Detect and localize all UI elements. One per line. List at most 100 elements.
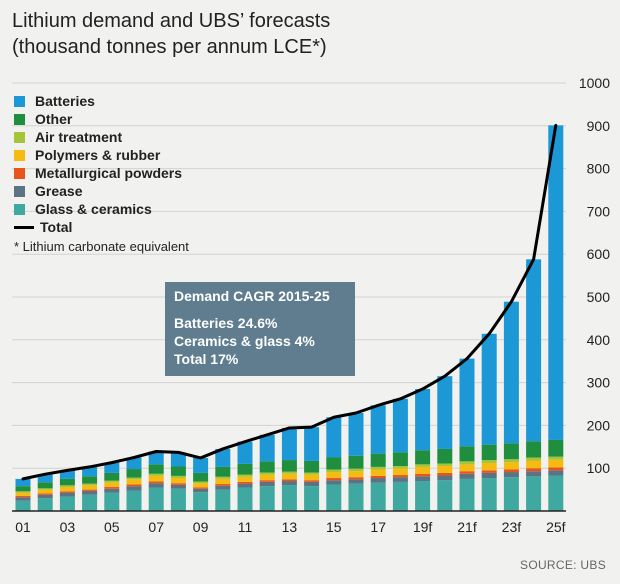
legend-label-metallurgical-powders: Metallurgical powders: [35, 165, 183, 181]
bar-segment: [148, 473, 164, 476]
bar-segment: [170, 488, 186, 511]
bar-segment: [503, 472, 519, 478]
legend-swatch-grease: [14, 185, 25, 197]
bar-segment: [348, 455, 364, 469]
bar-segment: [37, 488, 53, 490]
bar-segment: [415, 476, 431, 482]
bar-segment: [193, 472, 209, 482]
bar-segment: [215, 478, 231, 485]
legend-item-polymers-rubber: Polymers & rubber: [14, 146, 189, 164]
bar-segment: [459, 473, 475, 479]
bar-segment: [503, 443, 519, 460]
bar-segment: [281, 473, 297, 480]
bar-segment: [526, 476, 542, 511]
x-tick-label: 09: [193, 519, 209, 535]
bar-segment: [82, 494, 98, 511]
bar-segment: [215, 466, 231, 477]
bar-segment: [281, 479, 297, 482]
legend-item-grease: Grease: [14, 182, 189, 200]
chart-title: Lithium demand and UBS’ forecasts: [12, 10, 331, 32]
bar-segment: [37, 494, 53, 499]
bar-segment: [392, 466, 408, 469]
bar-segment: [392, 452, 408, 467]
bar-segment: [304, 480, 320, 482]
x-tick-label: 15: [326, 519, 342, 535]
legend-label-polymers-rubber: Polymers & rubber: [35, 147, 161, 163]
bar-segment: [15, 478, 31, 487]
bar-segment: [503, 462, 519, 470]
bar-segment: [281, 485, 297, 511]
bar-segment: [304, 460, 320, 473]
legend-swatch-batteries: [14, 95, 25, 107]
bar-segment: [259, 461, 275, 473]
bar-segment: [170, 483, 186, 485]
bar-segment: [481, 333, 497, 445]
bar-segment: [481, 460, 497, 464]
legend-line-total: [14, 225, 34, 229]
bar-segment: [59, 491, 75, 493]
bar-segment: [326, 484, 342, 511]
bar-segment: [526, 457, 542, 461]
bar-segment: [459, 464, 475, 472]
legend-item-air-treatment: Air treatment: [14, 128, 189, 146]
x-tick-label: 21f: [457, 519, 477, 535]
bar-segment: [370, 475, 386, 479]
bar-segment: [370, 482, 386, 511]
bar-segment: [59, 492, 75, 497]
bar-segment: [481, 470, 497, 473]
bar-segment: [503, 469, 519, 473]
bar-segment: [104, 472, 120, 481]
bar-segment: [281, 471, 297, 474]
bar-segment: [326, 469, 342, 473]
bar-segment: [459, 478, 475, 511]
bar-segment: [193, 488, 209, 493]
x-tick-label: 03: [60, 519, 76, 535]
bar-segment: [548, 467, 564, 471]
footnote: * Lithium carbonate equivalent: [14, 239, 189, 254]
chart-title-block: Lithium demand and UBS’ forecasts (thous…: [12, 8, 612, 60]
bar-segment: [437, 448, 453, 464]
bar-segment: [126, 477, 142, 480]
bar-segment: [170, 484, 186, 489]
legend-item-total: Total: [14, 218, 189, 236]
bar-segment: [415, 450, 431, 465]
bar-segment: [259, 474, 275, 481]
bar-segment: [104, 482, 120, 488]
bar-segment: [548, 439, 564, 457]
bar-segment: [437, 466, 453, 473]
legend-swatch-other: [14, 113, 25, 125]
bar-segment: [437, 376, 453, 449]
bar-segment: [104, 487, 120, 489]
bar-segment: [193, 483, 209, 488]
bar-segment: [15, 496, 31, 498]
bar-segment: [148, 483, 164, 488]
bar-segment: [392, 468, 408, 476]
bar-segment: [126, 469, 142, 478]
bar-segment: [15, 497, 31, 501]
bar-segment: [415, 473, 431, 477]
bar-segment: [104, 480, 120, 483]
legend-label-glass-ceramics: Glass & ceramics: [35, 201, 152, 217]
y-tick-label: 300: [587, 375, 611, 391]
bar-segment: [148, 475, 164, 482]
bar-segment: [548, 475, 564, 511]
bar-segment: [148, 481, 164, 484]
bar-segment: [82, 476, 98, 484]
bar-segment: [304, 481, 320, 487]
bar-segment: [59, 487, 75, 492]
bar-segment: [503, 301, 519, 444]
annotation-line-total: Total 17%: [174, 351, 239, 367]
bar-segment: [259, 480, 275, 482]
bar-segment: [481, 444, 497, 461]
cagr-annotation-box: Demand CAGR 2015-25 Batteries 24.6% Cera…: [165, 282, 355, 376]
x-tick-label: 17: [370, 519, 386, 535]
bar-segment: [193, 492, 209, 511]
y-tick-label: 800: [587, 161, 611, 177]
bar-segment: [170, 452, 186, 467]
legend-swatch-polymers-rubber: [14, 149, 25, 161]
x-tick-label: 19f: [413, 519, 433, 535]
bar-segment: [215, 484, 231, 486]
bar-segment: [459, 358, 475, 447]
bar-segment: [526, 441, 542, 458]
bar-segment: [348, 468, 364, 472]
